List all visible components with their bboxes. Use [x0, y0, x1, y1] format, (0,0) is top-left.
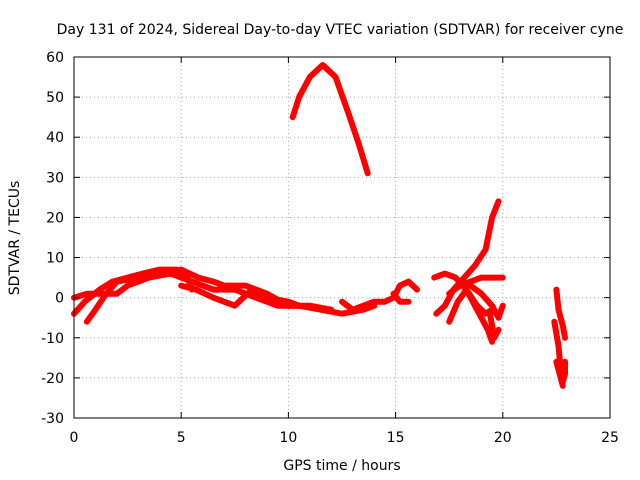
- x-tick-label: 25: [601, 430, 619, 446]
- series-line-arc-13: [486, 310, 502, 341]
- series-line-arc-14: [553, 286, 568, 341]
- x-tick-label: 5: [177, 430, 186, 446]
- series-line-arc-9: [433, 198, 502, 317]
- x-tick-label: 10: [279, 430, 297, 446]
- y-tick-label: 20: [46, 210, 64, 226]
- series-line-arc-4: [178, 282, 303, 309]
- chart-title: Day 131 of 2024, Sidereal Day-to-day VTE…: [57, 22, 624, 38]
- y-tick-label: -20: [41, 371, 64, 387]
- data-series: [71, 62, 568, 389]
- x-tick-label: 20: [494, 430, 512, 446]
- y-tick-label: 30: [46, 170, 64, 186]
- x-tick-label: 15: [387, 430, 405, 446]
- series-line-arc-6: [339, 278, 420, 313]
- plot-frame: [73, 56, 611, 419]
- y-tick-label: 40: [46, 130, 64, 146]
- x-axis-label: GPS time / hours: [283, 458, 400, 474]
- y-tick-label: 10: [46, 251, 64, 267]
- y-axis-label: SDTVAR / TECUs: [7, 181, 23, 296]
- series-line-arc-5: [289, 62, 371, 177]
- y-tick-label: 50: [46, 90, 64, 106]
- y-tick-label: 0: [55, 291, 64, 307]
- axis-ticks: 0 5 10 15 20 25 -30 -20 -10 0 10 20 30 40 50 60: [41, 50, 619, 446]
- y-tick-label: -30: [41, 411, 64, 427]
- series-line-arc-16: [553, 358, 566, 389]
- y-tick-label: 60: [46, 50, 64, 66]
- series-line-arc-7: [390, 290, 412, 305]
- grid-lines: [74, 57, 610, 418]
- series-line-arc-12: [456, 278, 506, 321]
- series-line-arc-11: [446, 274, 506, 297]
- series-line-arc-10: [446, 286, 496, 345]
- y-tick-label: -10: [41, 331, 64, 347]
- x-tick-label: 0: [70, 430, 79, 446]
